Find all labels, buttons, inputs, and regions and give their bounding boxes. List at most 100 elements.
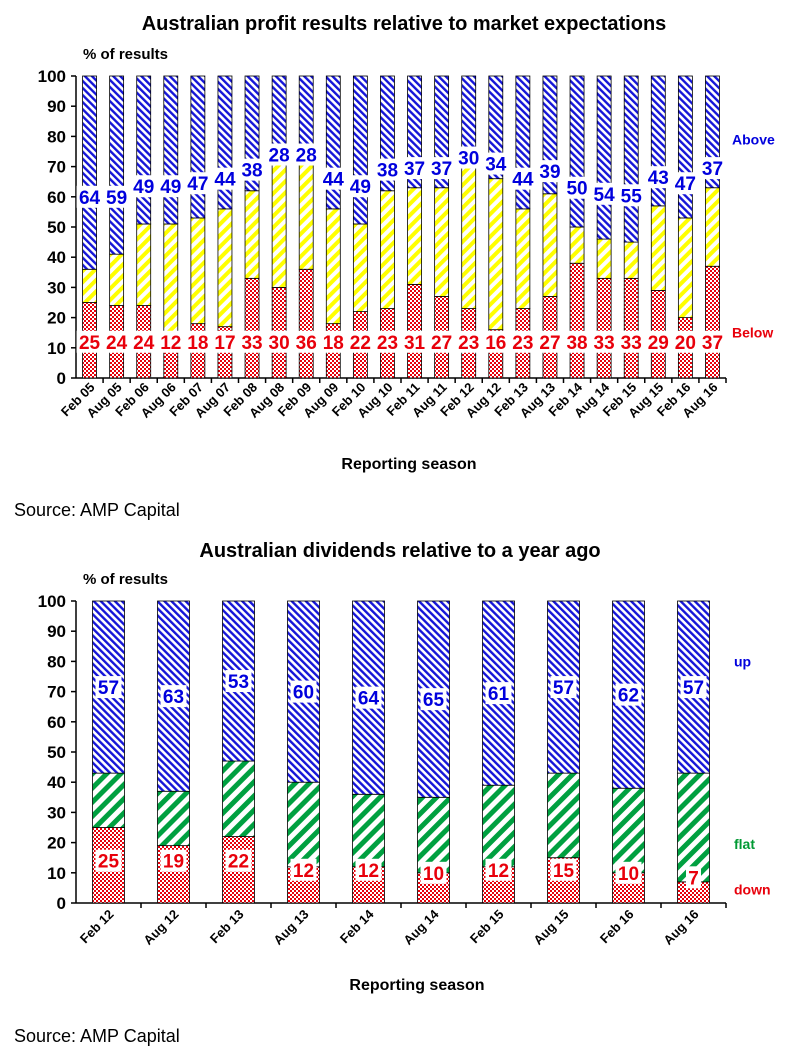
data-label: 10 [618, 864, 639, 885]
data-label-bg [591, 330, 618, 353]
data-label: 55 [621, 186, 643, 207]
data-label-bg [103, 185, 130, 208]
y-tick-label: 90 [47, 622, 66, 641]
data-label-bg [293, 143, 320, 166]
data-label-bg [615, 683, 642, 706]
data-label: 12 [488, 861, 509, 882]
y-tick-label: 60 [47, 713, 66, 732]
data-label-bg [293, 330, 320, 353]
data-label: 31 [404, 333, 426, 354]
data-label: 59 [106, 188, 127, 209]
bar-segment [623, 75, 639, 243]
data-label-bg [550, 858, 577, 881]
data-label: 16 [485, 333, 506, 354]
data-label-bg [672, 330, 699, 353]
data-label-bg [211, 330, 238, 353]
bar-segment [287, 781, 320, 868]
data-label-bg [686, 866, 701, 889]
data-label: 25 [98, 852, 120, 873]
bar-segment [650, 205, 666, 291]
data-label-bg [184, 172, 211, 195]
data-label: 53 [228, 672, 249, 693]
data-label: 50 [566, 179, 587, 200]
bar-segment [190, 217, 206, 325]
data-label-bg [290, 680, 317, 703]
data-label-bg [591, 182, 618, 205]
data-label: 28 [296, 146, 317, 167]
data-label: 19 [163, 852, 184, 873]
bar-segment [596, 75, 612, 240]
y-tick-label: 60 [47, 188, 66, 207]
data-label: 33 [594, 333, 615, 354]
data-label: 24 [106, 333, 128, 354]
data-label: 38 [377, 161, 398, 182]
data-label: 25 [79, 333, 101, 354]
bar-segment [407, 187, 422, 285]
data-label: 65 [423, 690, 445, 711]
data-label: 18 [323, 333, 344, 354]
data-label: 37 [431, 159, 452, 180]
data-label: 30 [458, 149, 479, 170]
y-tick-label: 20 [47, 834, 66, 853]
data-label-bg [455, 330, 482, 353]
data-label-bg [290, 858, 317, 881]
data-label-bg [645, 330, 672, 353]
bar-segment [217, 208, 233, 328]
bar-segment [157, 790, 190, 847]
x-tick-label: Feb 16 [597, 907, 637, 947]
data-label: 24 [133, 333, 155, 354]
data-label-bg [645, 166, 672, 189]
bar-segment [82, 268, 97, 303]
y-tick-label: 40 [47, 248, 66, 267]
data-label-bg [184, 330, 211, 353]
data-label: 63 [163, 687, 184, 708]
data-label: 38 [566, 333, 587, 354]
y-tick-label: 50 [47, 218, 66, 237]
y-tick-label: 80 [47, 652, 66, 671]
bar-segment [596, 277, 612, 379]
data-label: 12 [293, 861, 314, 882]
data-label: 39 [539, 162, 560, 183]
data-label-bg [347, 175, 374, 198]
data-label: 49 [350, 177, 371, 198]
data-label-bg [374, 330, 401, 353]
y-tick-label: 0 [57, 894, 66, 913]
data-label-bg [699, 330, 726, 353]
bar-segment [547, 772, 580, 859]
bar-segment [623, 241, 639, 279]
data-label-bg [225, 849, 252, 872]
data-label: 62 [618, 686, 639, 707]
bar-segment [325, 208, 341, 325]
data-label: 57 [98, 678, 119, 699]
data-label: 44 [512, 170, 534, 191]
y-tick-label: 100 [38, 592, 66, 611]
data-label-bg [482, 330, 509, 353]
x-tick-label: Aug 13 [270, 907, 311, 948]
data-label: 44 [323, 170, 345, 191]
legend-label: down [734, 881, 771, 897]
bar-segment [482, 784, 515, 868]
data-label: 47 [675, 174, 696, 195]
bar-segment [244, 277, 260, 379]
data-label: 15 [553, 861, 575, 882]
bar-segment [569, 262, 585, 379]
data-label-bg [550, 676, 577, 699]
bar-segment [271, 160, 287, 288]
y-tick-label: 80 [47, 127, 66, 146]
data-label: 47 [187, 174, 208, 195]
data-label: 57 [553, 678, 574, 699]
data-label: 38 [241, 161, 262, 182]
data-label-bg [401, 330, 428, 353]
bar-segment [380, 190, 395, 309]
chart1-title: Australian profit results relative to ma… [142, 13, 667, 35]
data-label-bg [536, 330, 563, 353]
data-label-bg [95, 849, 122, 872]
bar-segment [417, 796, 450, 874]
data-label-bg [239, 330, 266, 353]
data-label-bg [355, 686, 382, 709]
y-tick-label: 10 [47, 339, 66, 358]
bar-segment [612, 787, 645, 874]
bar-segment [109, 75, 125, 255]
data-label-bg [455, 146, 482, 169]
